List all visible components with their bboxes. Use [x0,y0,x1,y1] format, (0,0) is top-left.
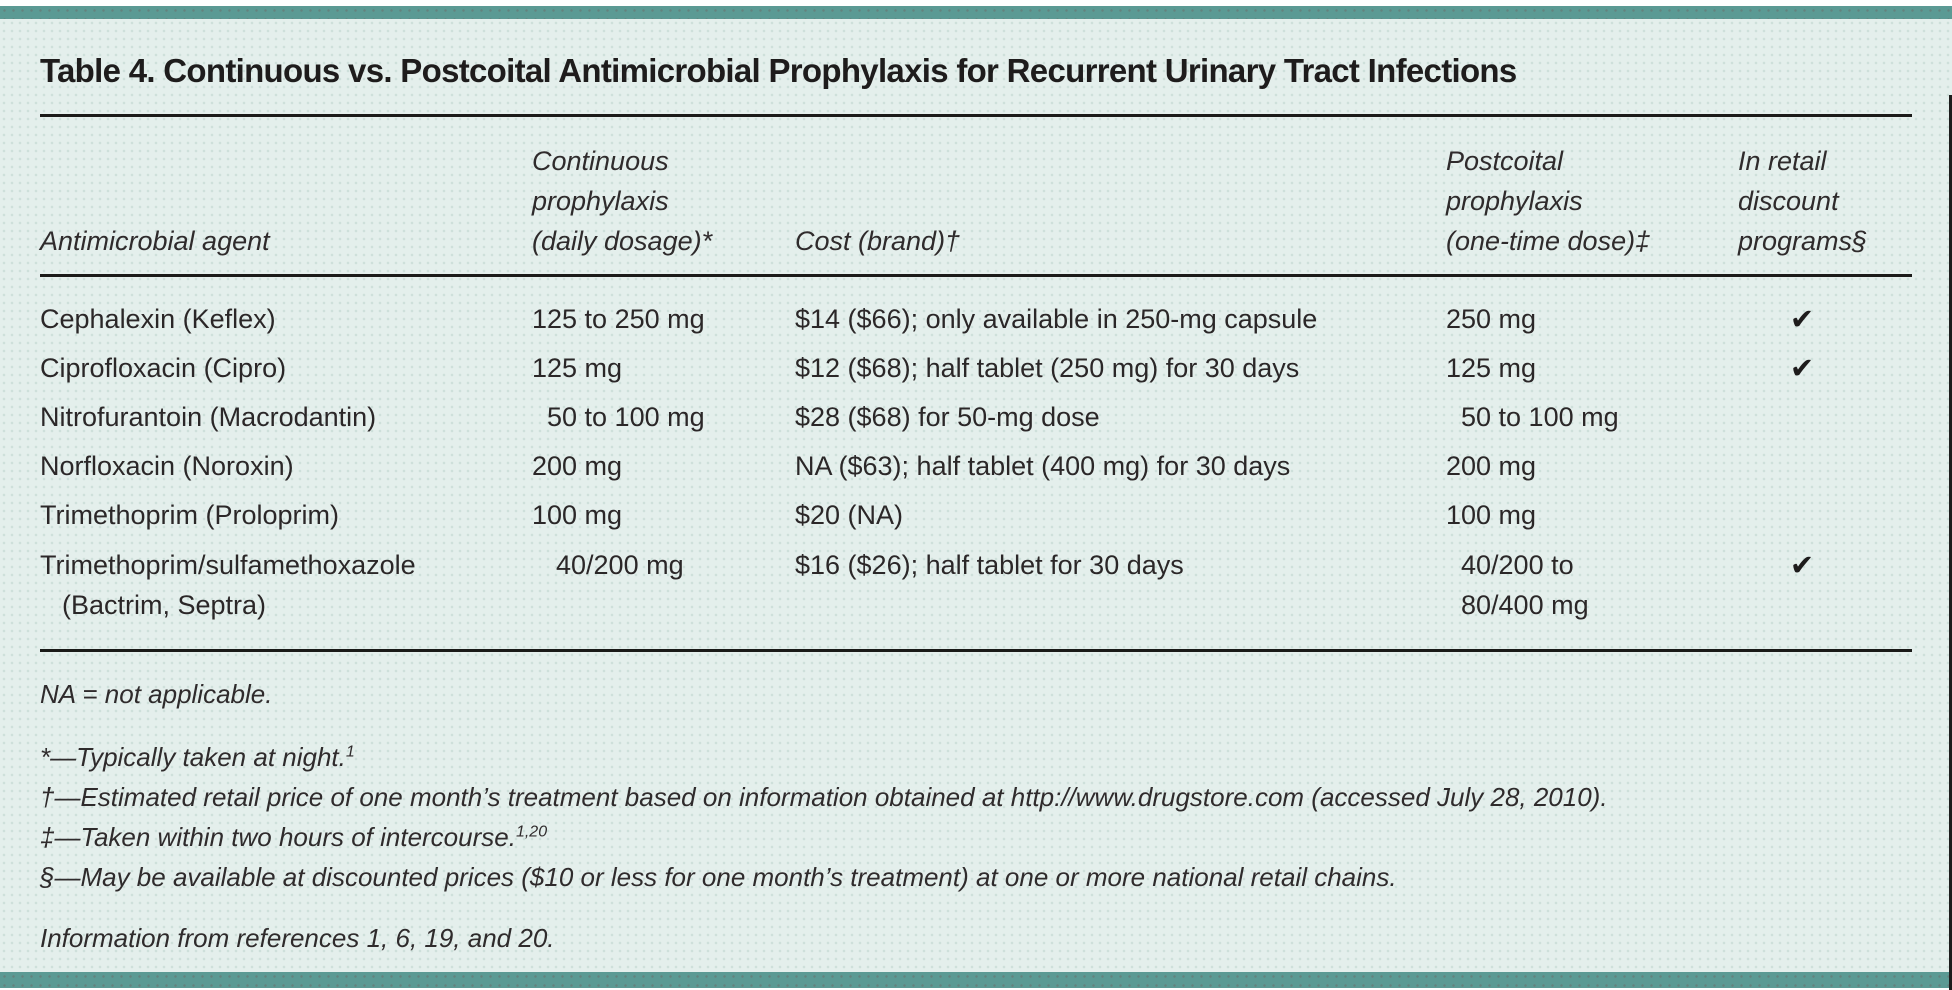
header-line: programs§ [1738,226,1868,256]
table-row: Trimethoprim/sulfamethoxazole (Bactrim, … [40,540,1912,629]
continuous-dosage-cell: 50 to 100 mg [547,402,705,432]
column-header-continuous-prophylaxis: Continuous prophylaxis (daily dosage)* [532,141,795,261]
cost-cell: $20 (NA) [795,500,904,530]
continuous-dosage-cell: 125 mg [532,353,623,383]
agent-cell: Norfloxacin (Noroxin) [40,451,294,481]
footnote-source: Information from references 1, 6, 19, an… [40,923,555,953]
agent-cell: Nitrofurantoin (Macrodantin) [40,402,377,432]
column-header-postcoital-prophylaxis: Postcoital prophylaxis (one-time dose)‡ [1446,141,1738,261]
footnote-double-dagger: ‡—Taken within two hours of intercourse.… [40,822,548,852]
top-accent-bar [0,6,1952,19]
postcoital-line: 40/200 to [1461,550,1574,580]
agent-cell: Trimethoprim (Proloprim) [40,500,340,530]
table-row: Nitrofurantoin (Macrodantin) 50 to 100 m… [40,393,1912,442]
checkmark-icon: ✔ [1789,351,1815,385]
header-line: Continuous [532,146,669,176]
table-row: Trimethoprim (Proloprim) 100 mg $20 (NA)… [40,491,1912,540]
header-divider [40,274,1912,277]
checkmark-icon: ✔ [1789,302,1815,336]
title-divider [40,114,1912,117]
bottom-accent-bar [0,972,1952,988]
header-line: prophylaxis [1446,186,1583,216]
cost-cell: $28 ($68) for 50-mg dose [795,402,1100,432]
continuous-dosage-cell: 125 to 250 mg [532,304,705,334]
table-body: Cephalexin (Keflex) 125 to 250 mg $14 ($… [40,277,1912,629]
cost-cell: $16 ($26); half tablet for 30 days [795,550,1184,580]
postcoital-dosage-cell: 100 mg [1446,500,1537,530]
checkmark-icon: ✔ [1789,548,1815,582]
table-title: Table 4. Continuous vs. Postcoital Antim… [40,52,1517,89]
footnote-star: *—Typically taken at night.1 [40,742,355,772]
footnote-section: §—May be available at discounted prices … [40,862,1397,892]
reference-superscript: 1,20 [515,823,548,841]
table-row: Norfloxacin (Noroxin) 200 mg NA ($63); h… [40,442,1912,491]
column-header-retail-discount: In retail discount programs§ [1738,141,1912,261]
table-row: Ciprofloxacin (Cipro) 125 mg $12 ($68); … [40,344,1912,393]
column-header-antimicrobial-agent: Antimicrobial agent [40,226,270,256]
continuous-dosage-cell: 40/200 mg [556,550,684,580]
footnote-dagger: †—Estimated retail price of one month’s … [40,782,1608,812]
postcoital-dosage-cell: 40/200 to 80/400 mg [1446,545,1738,625]
cost-cell: $12 ($68); half tablet (250 mg) for 30 d… [795,353,1300,383]
agent-line: Trimethoprim/sulfamethoxazole [40,550,416,580]
footnotes: NA = not applicable. *—Typically taken a… [40,674,1912,958]
postcoital-dosage-cell: 125 mg [1446,353,1537,383]
postcoital-dosage-cell: 250 mg [1446,304,1537,334]
footnote-abbreviation: NA = not applicable. [40,679,273,709]
agent-cell: Ciprofloxacin (Cipro) [40,353,287,383]
cost-cell: $14 ($66); only available in 250-mg caps… [795,304,1318,334]
reference-superscript: 1 [345,743,355,761]
table-bottom-divider [40,649,1912,652]
header-line: (one-time dose)‡ [1446,226,1651,256]
cost-cell: NA ($63); half tablet (400 mg) for 30 da… [795,451,1291,481]
postcoital-dosage-cell: 200 mg [1446,451,1537,481]
table-container: Table 4. Continuous vs. Postcoital Antim… [40,19,1912,958]
header-line: (daily dosage)* [532,226,713,256]
continuous-dosage-cell: 200 mg [532,451,623,481]
postcoital-line: 80/400 mg [1461,590,1589,620]
page-background [0,19,1952,972]
continuous-dosage-cell: 100 mg [532,500,623,530]
agent-cell: Cephalexin (Keflex) [40,304,276,334]
header-line: prophylaxis [532,186,669,216]
table-row: Cephalexin (Keflex) 125 to 250 mg $14 ($… [40,295,1912,344]
table-header-row: Antimicrobial agent Continuous prophylax… [40,117,1912,274]
agent-cell: Trimethoprim/sulfamethoxazole (Bactrim, … [40,545,532,625]
postcoital-dosage-cell: 50 to 100 mg [1461,402,1619,432]
header-line: discount [1738,186,1839,216]
header-line: In retail [1738,146,1827,176]
page-scan-edge [1949,95,1952,990]
agent-line: (Bactrim, Septra) [62,590,267,620]
column-header-cost: Cost (brand)† [795,226,961,256]
header-line: Postcoital [1446,146,1564,176]
